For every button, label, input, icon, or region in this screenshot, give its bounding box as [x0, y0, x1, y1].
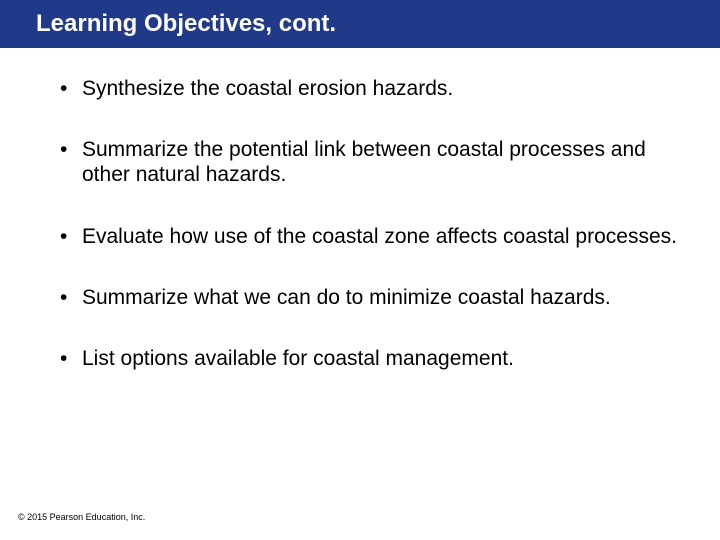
title-bar: Learning Objectives, cont. — [0, 0, 720, 48]
list-item: Evaluate how use of the coastal zone aff… — [60, 224, 680, 249]
copyright-footer: © 2015 Pearson Education, Inc. — [18, 512, 145, 522]
list-item: Synthesize the coastal erosion hazards. — [60, 76, 680, 101]
list-item: Summarize the potential link between coa… — [60, 137, 680, 187]
list-item: Summarize what we can do to minimize coa… — [60, 285, 680, 310]
list-item: List options available for coastal manag… — [60, 346, 680, 371]
slide-title: Learning Objectives, cont. — [36, 10, 336, 38]
content-area: Synthesize the coastal erosion hazards. … — [0, 48, 720, 371]
bullet-list: Synthesize the coastal erosion hazards. … — [60, 76, 680, 371]
